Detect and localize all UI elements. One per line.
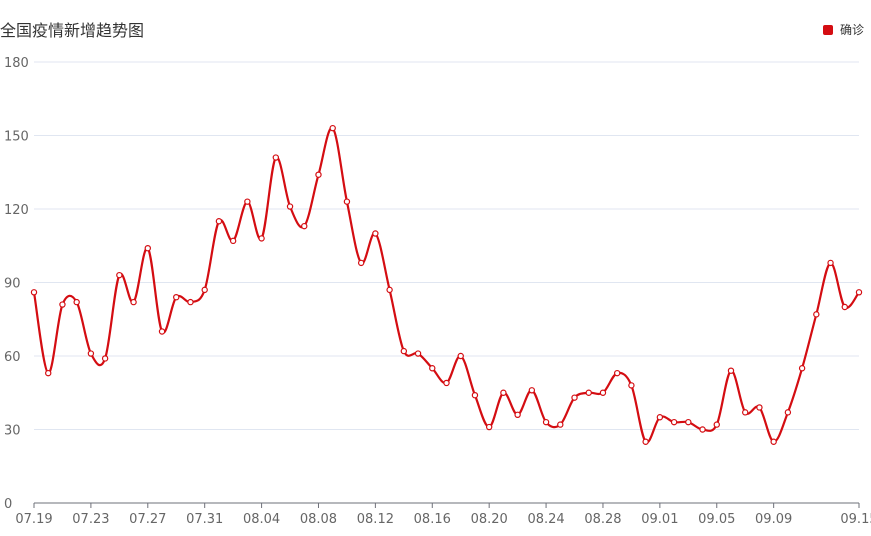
data-point	[841, 303, 848, 311]
data-point	[642, 438, 649, 445]
data-point	[855, 289, 863, 296]
data-point	[30, 289, 38, 296]
data-point	[727, 367, 735, 374]
y-tick-label: 0	[4, 497, 12, 512]
data-point	[73, 298, 80, 306]
data-points	[30, 124, 863, 445]
data-point	[144, 244, 151, 252]
data-point	[215, 218, 223, 225]
data-point	[585, 389, 592, 396]
data-point	[670, 418, 678, 426]
data-point	[742, 409, 749, 416]
data-point	[798, 365, 806, 372]
data-point	[286, 203, 294, 210]
data-point	[613, 369, 621, 377]
x-tick-label: 08.24	[527, 512, 564, 527]
data-point	[272, 154, 280, 161]
data-point	[557, 421, 564, 428]
data-point	[357, 259, 365, 267]
data-point	[571, 394, 578, 401]
data-point	[471, 392, 479, 399]
data-point	[45, 369, 52, 377]
x-tick-label: 08.04	[243, 512, 280, 527]
data-point	[429, 365, 436, 372]
x-tick-label: 08.12	[357, 512, 394, 527]
data-point	[201, 286, 208, 294]
axes: 0 30 60 90 120 150 180 07.19 07.23 07.27 07.31 08.0…	[4, 56, 871, 527]
y-tick-label: 120	[4, 203, 29, 218]
legend[interactable]: 确诊	[823, 21, 864, 38]
x-tick-label: 08.08	[300, 512, 337, 527]
data-point	[685, 418, 692, 426]
x-tick-label: 08.16	[414, 512, 451, 527]
data-point	[400, 347, 408, 355]
data-point	[514, 411, 521, 418]
x-tick-label: 09.09	[755, 512, 792, 527]
data-point	[130, 298, 137, 306]
data-point	[301, 222, 308, 230]
data-point	[756, 404, 763, 411]
data-point	[457, 352, 464, 360]
x-tick-label: 09.01	[641, 512, 678, 527]
data-point	[315, 171, 322, 178]
x-tick-label: 08.20	[471, 512, 508, 527]
data-point	[386, 286, 393, 294]
series-line-确诊	[32, 127, 860, 444]
data-point	[258, 235, 265, 242]
data-point	[813, 311, 820, 318]
data-point	[59, 301, 66, 308]
series-line-layer	[32, 127, 860, 444]
grid-lines	[34, 61, 859, 430]
data-point	[343, 198, 351, 205]
legend-label: 确诊	[840, 23, 865, 37]
data-point	[372, 230, 379, 237]
y-tick-label: 150	[4, 130, 29, 145]
data-point	[414, 350, 422, 357]
data-point	[628, 382, 635, 389]
x-tick-label: 07.27	[129, 512, 166, 527]
x-tick-label: 08.28	[584, 512, 621, 527]
data-point	[101, 355, 109, 362]
legend-swatch	[823, 24, 833, 35]
chart-title: 全国疫情新增趋势图	[0, 21, 145, 40]
data-point	[542, 418, 550, 426]
data-point	[713, 421, 720, 428]
data-point	[158, 328, 166, 335]
data-point	[173, 294, 180, 301]
y-tick-label: 30	[4, 424, 21, 439]
data-point	[699, 426, 706, 433]
data-point	[827, 259, 834, 267]
x-tick-label: 07.23	[72, 512, 109, 527]
data-point	[229, 237, 237, 245]
data-point	[784, 409, 792, 416]
data-point	[244, 198, 251, 205]
data-point	[770, 438, 777, 445]
data-point	[485, 423, 493, 431]
y-tick-label: 180	[4, 56, 29, 71]
data-point	[187, 298, 194, 306]
data-point	[329, 124, 336, 132]
data-point	[528, 387, 536, 394]
x-tick-label: 07.19	[15, 512, 52, 527]
data-point	[116, 271, 123, 279]
data-point	[599, 389, 607, 396]
y-tick-label: 90	[4, 277, 21, 292]
data-point	[443, 379, 450, 387]
x-tick-label: 07.31	[186, 512, 223, 527]
data-point	[500, 389, 507, 396]
x-tick-label: 09.05	[698, 512, 735, 527]
x-tick-label: 09.15	[840, 512, 871, 527]
y-tick-label: 60	[4, 350, 21, 365]
data-point	[87, 350, 95, 357]
data-point	[656, 414, 664, 421]
